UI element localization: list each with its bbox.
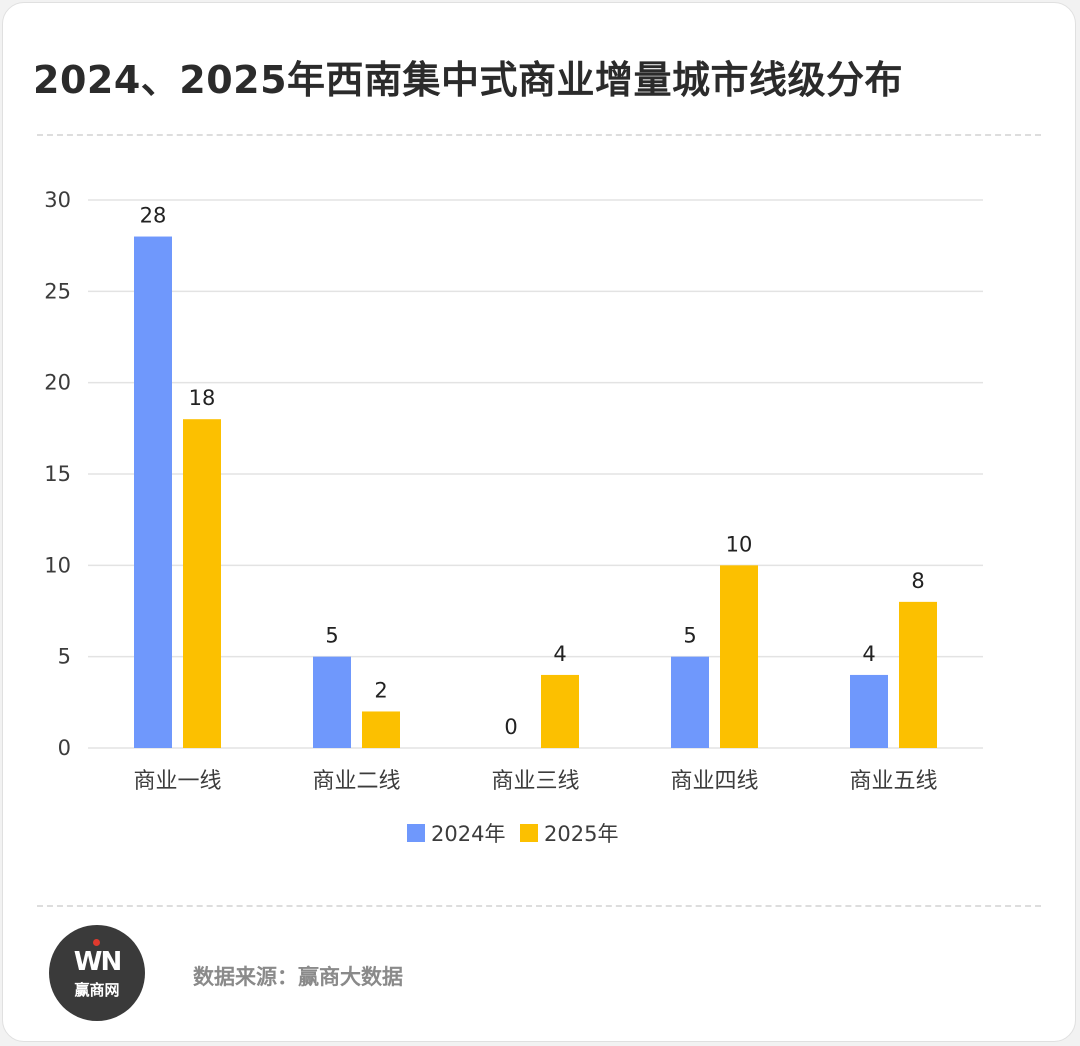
footer-divider	[37, 905, 1041, 907]
bar-chart: 0 5 10 15 20 25 30 28 18 商业一线 5 2 商业二线 0 4 商业三线 5 10 商业四线 4…	[44, 188, 983, 846]
bar-2025	[541, 674, 579, 748]
data-label: 28	[140, 204, 167, 228]
data-label: 2	[374, 678, 387, 702]
y-tick-label: 20	[44, 371, 71, 395]
x-tick-label: 商业五线	[849, 769, 937, 794]
data-label: 5	[325, 624, 338, 648]
title-divider	[37, 134, 1041, 136]
legend-swatch-2024	[407, 824, 425, 842]
bar-2024	[134, 236, 172, 749]
y-tick-label: 30	[44, 188, 71, 212]
bar-2024	[313, 656, 351, 748]
winshang-logo: WN 赢商网	[49, 925, 145, 1021]
data-label: 10	[726, 532, 753, 556]
y-tick-label: 0	[58, 736, 71, 760]
legend-swatch-2025	[520, 824, 538, 842]
bar-2025	[183, 419, 221, 748]
data-source-note: 数据来源：赢商大数据	[193, 965, 403, 989]
y-tick-label: 15	[44, 462, 71, 486]
data-label: 4	[553, 642, 566, 666]
legend-label: 2025年	[544, 822, 618, 846]
data-label: 8	[911, 569, 924, 593]
y-tick-label: 10	[44, 553, 71, 577]
logo-dot	[93, 939, 100, 946]
legend-label: 2024年	[431, 822, 505, 846]
logo-text: 赢商网	[74, 981, 120, 999]
data-label: 5	[683, 624, 696, 648]
x-tick-label: 商业一线	[133, 769, 221, 794]
bar-2025	[720, 565, 758, 748]
chart-title: 2024、2025年西南集中式商业增量城市线级分布	[33, 58, 904, 102]
bar-2025	[362, 711, 400, 748]
x-tick-label: 商业二线	[312, 769, 400, 794]
bar-2024	[850, 674, 888, 748]
logo-mark: WN	[73, 947, 122, 977]
bar-2025	[899, 601, 937, 748]
data-label: 18	[189, 386, 216, 410]
x-tick-label: 商业四线	[670, 769, 758, 794]
bar-2024	[671, 656, 709, 748]
x-tick-label: 商业三线	[491, 769, 579, 794]
data-label: 0	[504, 715, 517, 739]
data-label: 4	[862, 642, 875, 666]
y-tick-label: 25	[44, 279, 71, 303]
y-tick-label: 5	[58, 645, 71, 669]
